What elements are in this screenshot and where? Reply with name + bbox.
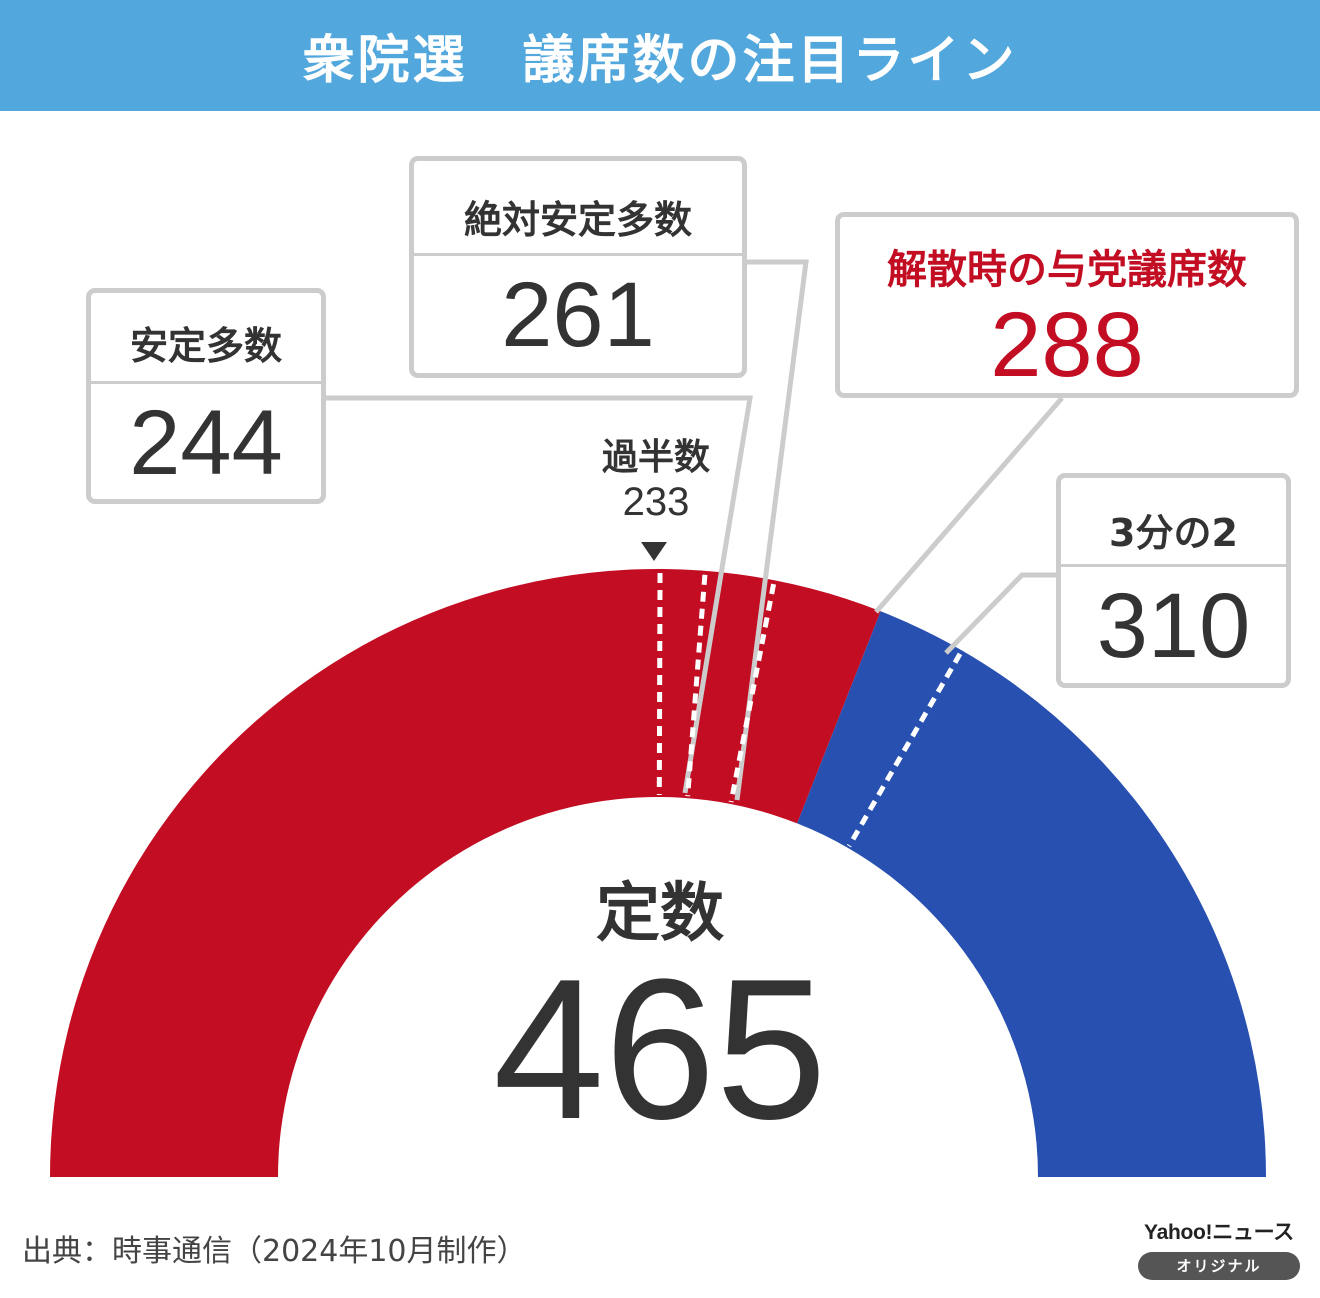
majority-marker-triangle xyxy=(641,542,667,561)
threshold-line-233 xyxy=(656,572,663,796)
majority-annotation: 過半数 233 xyxy=(556,436,756,524)
ruling-party-seats-value: 288 xyxy=(990,294,1144,396)
total-seats-label: 定数 xyxy=(596,877,724,951)
absolute-stable-majority-value: 261 xyxy=(501,264,655,366)
threshold-line-310 xyxy=(846,652,963,848)
callout-two-thirds: 3分の2 310 xyxy=(1056,473,1291,688)
logo-brand: Yahoo!ニュース xyxy=(1144,1221,1294,1244)
ruling-party-seats-label: 解散時の与党議席数 xyxy=(887,247,1247,293)
threshold-line-244 xyxy=(685,574,708,797)
callout-divider xyxy=(91,381,321,384)
leader-lines xyxy=(326,259,1064,801)
majority-label: 過半数 xyxy=(601,437,710,478)
callout-ruling-party-seats: 解散時の与党議席数 288 xyxy=(835,212,1299,398)
absolute-stable-majority-label: 絶対安定多数 xyxy=(463,198,692,242)
logo-badge: オリジナル xyxy=(1138,1252,1300,1280)
seat-segment-opposition xyxy=(797,611,1266,1177)
stable-majority-label: 安定多数 xyxy=(129,324,282,368)
leader-line-stable xyxy=(326,395,753,794)
leader-line-absolute-stable xyxy=(734,259,809,801)
callout-absolute-stable-majority: 絶対安定多数 261 xyxy=(409,156,747,378)
total-seats-value: 465 xyxy=(493,938,827,1161)
threshold-lines xyxy=(656,572,963,848)
callout-divider xyxy=(414,253,742,256)
seat-segment-ruling xyxy=(50,569,881,1177)
yahoo-news-logo: Yahoo!ニュース オリジナル xyxy=(1138,1216,1300,1280)
chart-title: 衆院選 議席数の注目ライン xyxy=(302,31,1018,91)
leader-line-ruling-seats xyxy=(874,396,1064,614)
two-thirds-label: 3分の2 xyxy=(1109,511,1238,555)
threshold-line-261 xyxy=(728,583,777,803)
majority-value: 233 xyxy=(622,480,690,524)
callout-divider xyxy=(1061,564,1286,567)
leader-line-two-thirds xyxy=(944,572,1056,655)
stable-majority-value: 244 xyxy=(129,392,283,494)
two-thirds-value: 310 xyxy=(1096,575,1251,677)
seat-segments xyxy=(50,569,1266,1177)
title-banner: 衆院選 議席数の注目ライン xyxy=(0,0,1320,111)
callout-stable-majority: 安定多数 244 xyxy=(86,288,326,504)
source-credit: 出典：時事通信（2024年10月制作） xyxy=(22,1234,527,1269)
